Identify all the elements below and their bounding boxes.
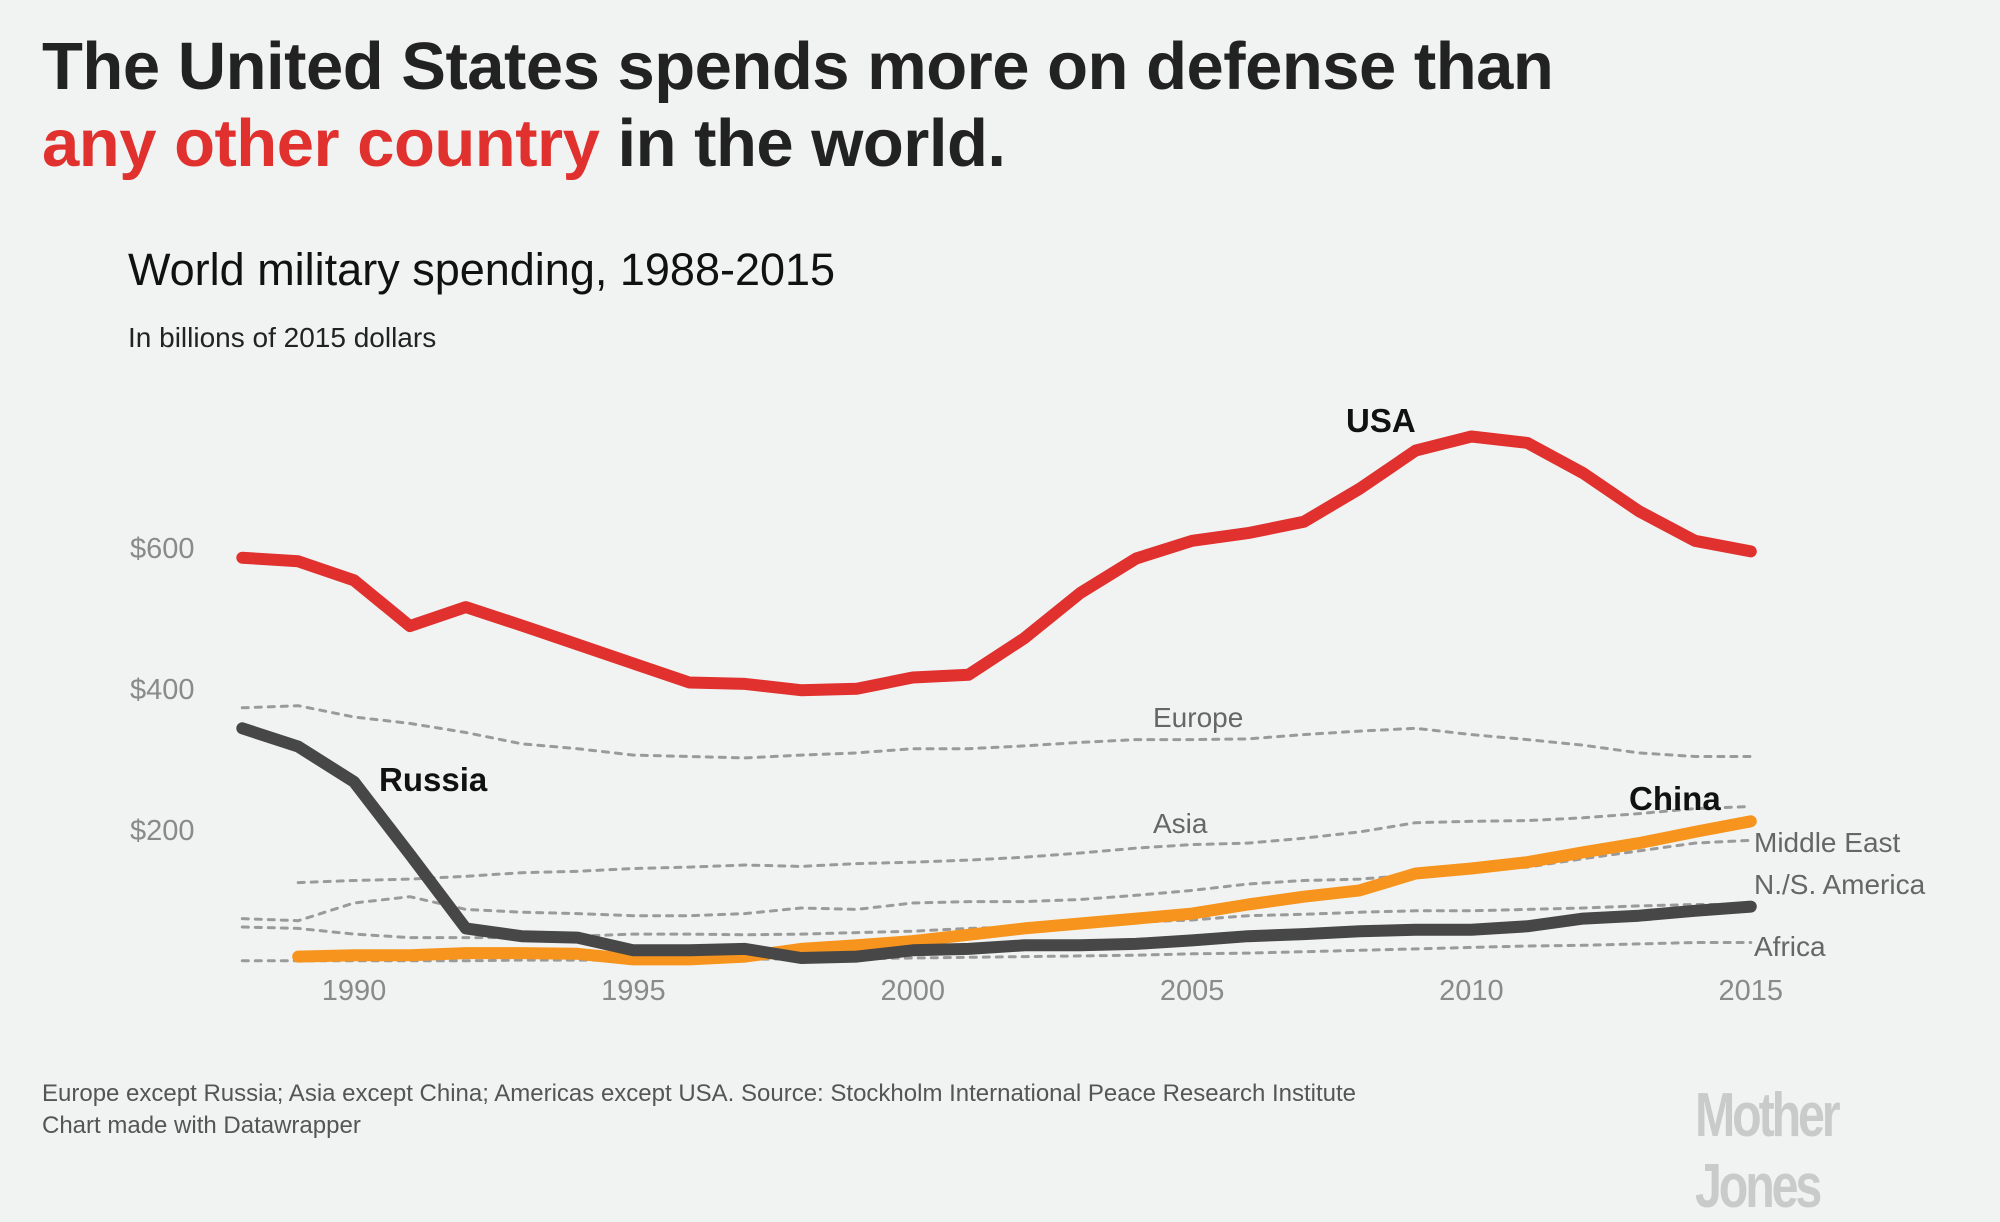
x-tick-label: 1990 [322,975,387,1007]
x-tick-label: 2015 [1719,975,1784,1007]
headline-rest: in the world. [599,106,1006,181]
chart-subtitle: In billions of 2015 dollars [128,322,437,353]
mother-jones-logo: Mother Jones [1695,1081,1841,1221]
footer-credit: Chart made with Datawrapper [42,1112,361,1139]
headline: The United States spends more on defense… [42,28,1554,182]
series-line-asia [296,805,1753,885]
series-label: China [1629,780,1721,817]
series-label: USA [1346,402,1416,439]
line-chart: $200 $400 $600 1990 1995 2000 2005 2010 2015 Euro… [130,402,1926,1007]
series-label: Asia [1153,808,1208,839]
x-tick-label: 2010 [1439,975,1504,1007]
series-label: Africa [1754,931,1826,962]
y-tick-label: $400 [130,674,195,706]
series-line-europe [240,704,1753,760]
x-tick-label: 2000 [880,975,945,1007]
headline-highlight: any other country [42,106,600,181]
series-label: Middle East [1754,827,1901,858]
x-tick-label: 2005 [1160,975,1225,1007]
chart-title: World military spending, 1988-2015 [128,244,836,295]
x-tick-label: 1995 [601,975,666,1007]
series-line-russia [236,722,1757,964]
series-line-middle-east [240,838,1753,923]
y-tick-label: $200 [130,815,195,847]
series-label: Russia [379,761,488,798]
footer-note: Europe except Russia; Asia except China;… [42,1080,1357,1107]
series-line-usa [236,430,1757,697]
series-label: N./S. America [1754,869,1926,900]
series-line-china [292,815,1757,966]
headline-line-2: any other country in the world. [42,105,1553,182]
headline-line-1: The United States spends more on defense… [42,29,1554,104]
series-line-africa [240,941,1753,963]
y-tick-label: $600 [130,533,195,565]
series-label: Europe [1153,702,1243,733]
